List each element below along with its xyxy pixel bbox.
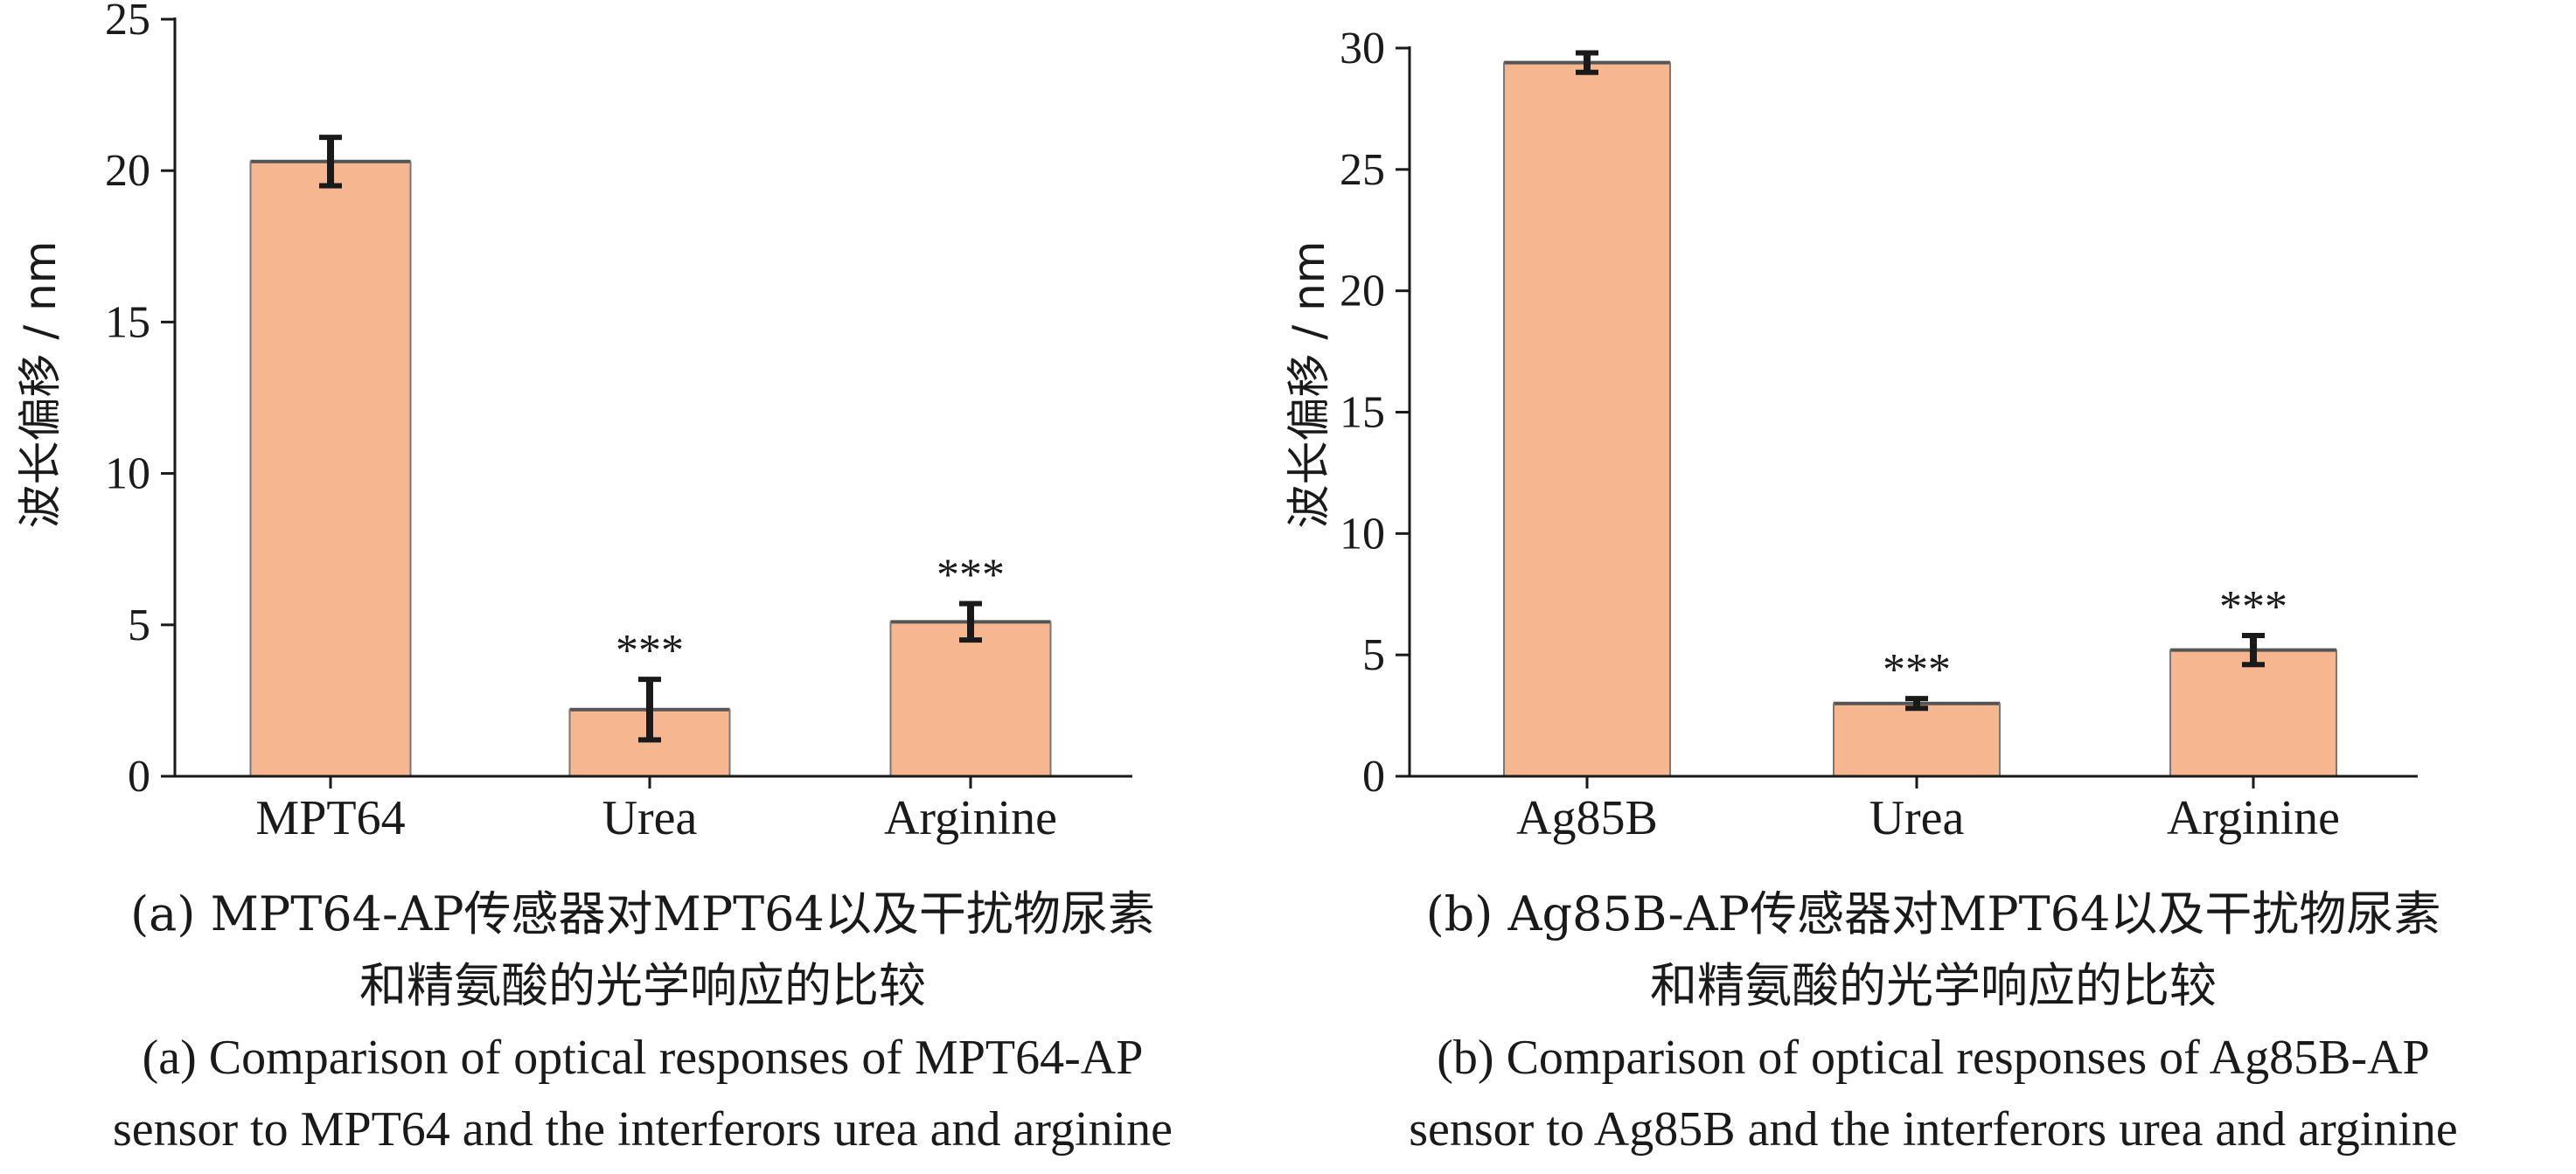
caption-a-en-line1: (a) Comparison of optical responses of M…: [142, 1031, 1144, 1085]
significance-a-2: ***: [936, 551, 1005, 601]
y-tick-label-a-2: 10: [105, 449, 150, 499]
bar-b-1: [1833, 702, 2001, 778]
x-label-a-0: MPT64: [255, 791, 405, 845]
x-label-b-1: Urea: [1869, 791, 1965, 845]
chart-a: MPT64 *** Urea *** Arginine 0 5 10 15 20 25 波长偏移 / …: [15, 0, 1132, 845]
y-tick-label-a-1: 5: [128, 601, 150, 650]
caption-a: (a) MPT64-AP传感器对MPT64以及干扰物尿素 和精氨酸的光学响应的比…: [0, 879, 1285, 1165]
y-tick-label-b-2: 10: [1340, 509, 1385, 559]
caption-b-en-line2: sensor to Ag85B and the interferors urea…: [1409, 1102, 2458, 1157]
x-label-a-1: Urea: [602, 791, 698, 845]
y-tick-label-b-1: 5: [1362, 630, 1385, 680]
y-tick-label-a-4: 20: [105, 146, 150, 196]
x-label-a-2: Arginine: [884, 791, 1057, 845]
bar-b-2: [2169, 649, 2337, 778]
bar-a-0: [249, 160, 412, 778]
caption-a-cn-line2: 和精氨酸的光学响应的比较: [359, 958, 926, 1013]
bar-a-2: [889, 621, 1052, 777]
caption-b-en-line1: (b) Comparison of optical responses of A…: [1437, 1031, 2430, 1085]
x-label-b-0: Ag85B: [1516, 791, 1658, 845]
x-label-b-2: Arginine: [2167, 791, 2340, 845]
y-tick-label-b-4: 20: [1340, 267, 1385, 316]
y-tick-label-a-0: 0: [128, 752, 150, 802]
significance-b-2: ***: [2219, 582, 2287, 632]
bar-b-0: [1503, 61, 1671, 778]
y-tick-label-a-3: 15: [105, 297, 150, 347]
y-axis-title-b: 波长偏移 / nm: [1284, 240, 1334, 528]
caption-b-cn-line1: (b) Ag85B-AP传感器对MPT64以及干扰物尿素: [1425, 886, 2441, 941]
y-axis-title-a: 波长偏移 / nm: [15, 240, 66, 528]
y-tick-label-b-5: 25: [1340, 145, 1385, 195]
y-tick-label-b-6: 30: [1340, 24, 1385, 73]
y-tick-label-b-0: 0: [1362, 752, 1385, 802]
caption-b: (b) Ag85B-AP传感器对MPT64以及干扰物尿素 和精氨酸的光学响应的比…: [1291, 879, 2576, 1165]
chart-b: Ag85B *** Urea *** Arginine 0 5 10 15 20 25 30 波长偏移 …: [1284, 24, 2418, 845]
y-tick-label-b-3: 15: [1340, 388, 1385, 438]
caption-a-en-line2: sensor to MPT64 and the interferors urea…: [113, 1102, 1173, 1157]
caption-b-cn-line2: 和精氨酸的光学响应的比较: [1650, 958, 2217, 1013]
caption-a-cn-line1: (a) MPT64-AP传感器对MPT64以及干扰物尿素: [130, 886, 1155, 941]
significance-a-1: ***: [616, 626, 684, 676]
significance-b-1: ***: [1883, 645, 1951, 695]
y-tick-label-a-5: 25: [105, 0, 150, 45]
